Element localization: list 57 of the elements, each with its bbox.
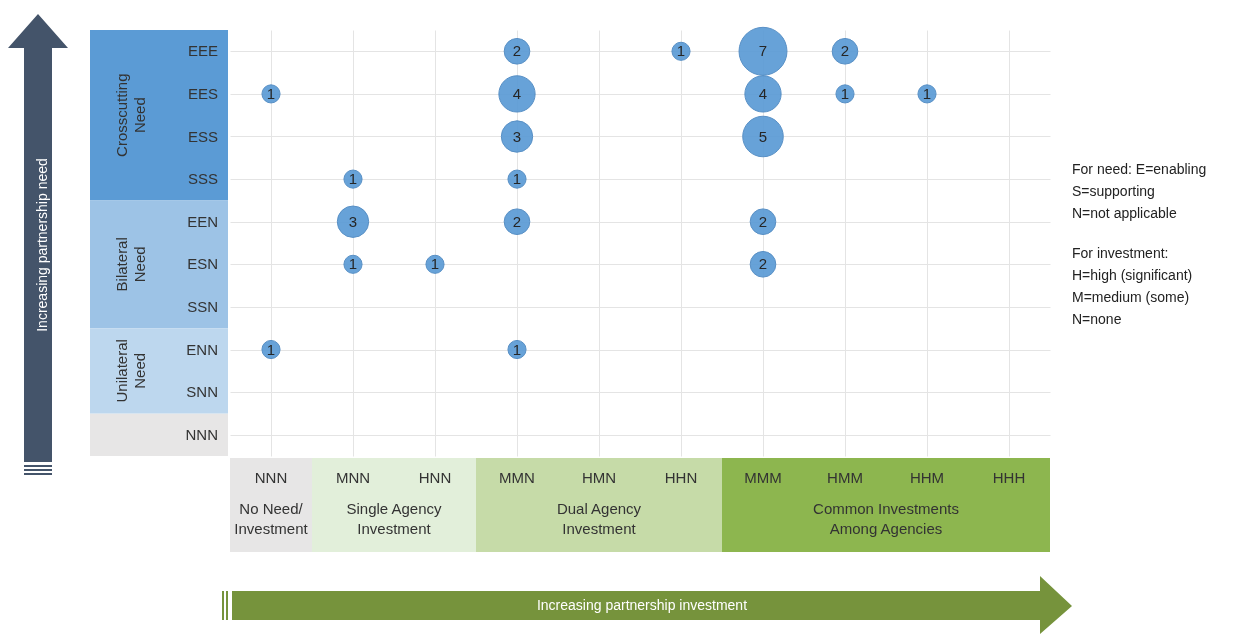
data-label: 1 <box>676 42 686 60</box>
y-tick-label: ESN <box>187 255 218 273</box>
y-tick-label: EES <box>187 84 218 102</box>
data-label: 4 <box>758 84 768 102</box>
data-label: 4 <box>512 84 522 102</box>
data-label: 2 <box>758 212 768 230</box>
data-label: 3 <box>348 212 358 230</box>
text: Single Agency Investment <box>346 500 443 537</box>
x-tick-label: HMM <box>827 469 863 486</box>
x-tick-label: HMN <box>581 469 617 486</box>
data-label: 1 <box>512 340 522 358</box>
text: H=high (significant) <box>1072 267 1193 283</box>
data-label: 2 <box>758 255 768 273</box>
x-tick-label: HHM <box>909 469 945 486</box>
text: Crosscutting Need <box>113 73 148 157</box>
y-tick-label: EEN <box>187 212 218 230</box>
data-label: 2 <box>512 42 522 60</box>
y-tick-label: NNN <box>185 425 218 443</box>
data-label: 1 <box>348 255 358 273</box>
text: N=not applicable <box>1072 205 1177 221</box>
text: For investment: <box>1072 245 1169 261</box>
text: S=supporting <box>1072 183 1155 199</box>
text: Increasing partnership investment <box>536 597 748 613</box>
text: Unilateral Need <box>113 339 148 403</box>
y-tick-label: ESS <box>187 127 218 145</box>
x-tick-label: NNN <box>254 469 288 486</box>
text: M=medium (some) <box>1072 289 1190 305</box>
data-label: 1 <box>266 84 276 102</box>
data-label: 3 <box>512 127 522 145</box>
data-label: 1 <box>348 170 358 188</box>
text: N=none <box>1072 311 1122 327</box>
data-label: 1 <box>840 84 850 102</box>
text: Common Investments Among Agencies <box>813 500 959 537</box>
x-tick-label: HNN <box>418 469 452 486</box>
y-tick-label: EEE <box>187 42 218 60</box>
y-tick-label: SSN <box>187 297 218 315</box>
x-tick-label: MNN <box>335 469 371 486</box>
y-tick-label: SSS <box>187 170 218 188</box>
text: Dual Agency Investment <box>556 500 642 537</box>
data-label: 1 <box>266 340 276 358</box>
x-tick-label: MMM <box>744 469 782 486</box>
x-tick-label: HHH <box>992 469 1026 486</box>
data-label: 1 <box>922 84 932 102</box>
text: No Need/ Investment <box>234 500 309 537</box>
text: Bilateral Need <box>113 237 148 292</box>
y-tick-label: SNN <box>186 383 218 401</box>
data-label: 2 <box>512 212 522 230</box>
data-label: 1 <box>430 255 440 273</box>
data-label: 2 <box>840 42 850 60</box>
data-label: 1 <box>512 170 522 188</box>
data-label: 7 <box>758 42 768 60</box>
x-tick-label: HHN <box>664 469 698 486</box>
text: Increasing partnership need <box>33 158 50 332</box>
x-tick-label: MMN <box>499 469 535 486</box>
text: For need: E=enabling <box>1072 161 1207 177</box>
y-tick-label: ENN <box>186 340 218 358</box>
data-label: 5 <box>758 127 768 145</box>
